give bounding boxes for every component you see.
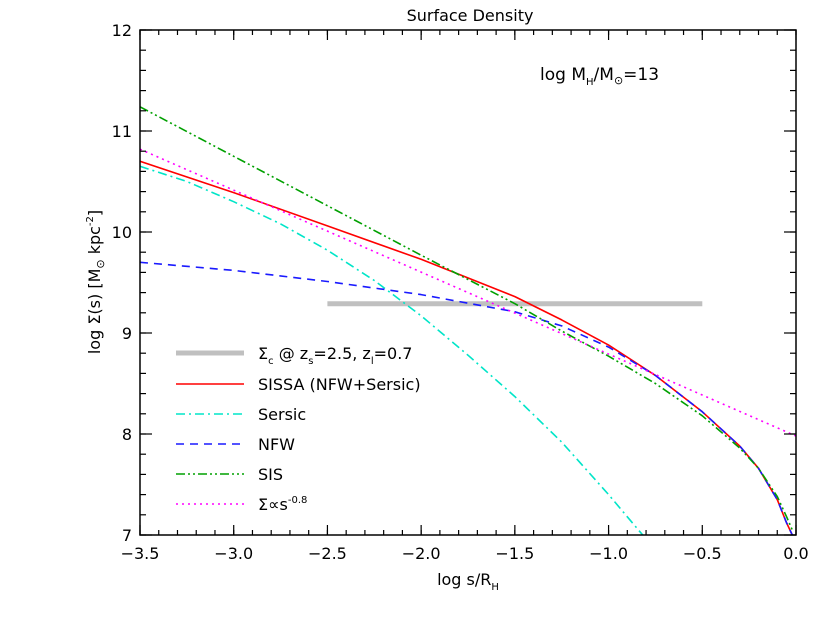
series-line-sis [140, 106, 794, 531]
x-tick-label: −3.0 [214, 544, 253, 563]
y-tick-label: 12 [112, 21, 132, 40]
annotation-mass: log MH/M⊙=13 [540, 65, 659, 88]
legend-label-sersic: Sersic [258, 405, 306, 424]
y-tick-label: 10 [112, 223, 132, 242]
x-tick-label: −0.5 [683, 544, 722, 563]
x-axis-label: log s/RH [437, 570, 499, 593]
x-tick-label: −2.5 [308, 544, 347, 563]
x-tick-label: 0.0 [783, 544, 808, 563]
legend-label-sissa: SISSA (NFW+Sersic) [258, 375, 421, 394]
legend-label-nfw: NFW [258, 435, 295, 454]
y-tick-label: 11 [112, 122, 132, 141]
ticks-layer: −3.5 −3.0 −2.5 −2.0 −1.5 −1.0 −0.5 0.0 7 8 9 10 11 12 [112, 21, 809, 563]
y-axis-label: log Σ(s) [M⊙ kpc-2] [85, 210, 107, 354]
x-tick-label: −1.0 [589, 544, 628, 563]
legend-label-powerlaw: Σ∝s-0.8 [258, 495, 307, 514]
series-line-powerlaw [140, 148, 796, 437]
y-tick-label: 7 [122, 526, 132, 545]
x-tick-label: −2.0 [402, 544, 441, 563]
series-line-sersic [140, 165, 644, 535]
series-layer [140, 106, 796, 535]
legend-lines [176, 350, 244, 505]
x-tick-label: −1.5 [495, 544, 534, 563]
series-line-nfw [140, 261, 794, 535]
chart-title: Surface Density [407, 6, 534, 25]
legend-label-sigma-c: Σc @ zs=2.5, zl=0.7 [258, 344, 412, 367]
plot-frame [139, 29, 797, 536]
series-line-sissa [140, 160, 794, 535]
legend-label-sis: SIS [258, 465, 283, 484]
legend: Σc @ zs=2.5, zl=0.7 SISSA (NFW+Sersic) S… [258, 344, 421, 514]
y-tick-label: 8 [122, 425, 132, 444]
y-tick-label: 9 [122, 324, 132, 343]
x-tick-label: −3.5 [121, 544, 160, 563]
